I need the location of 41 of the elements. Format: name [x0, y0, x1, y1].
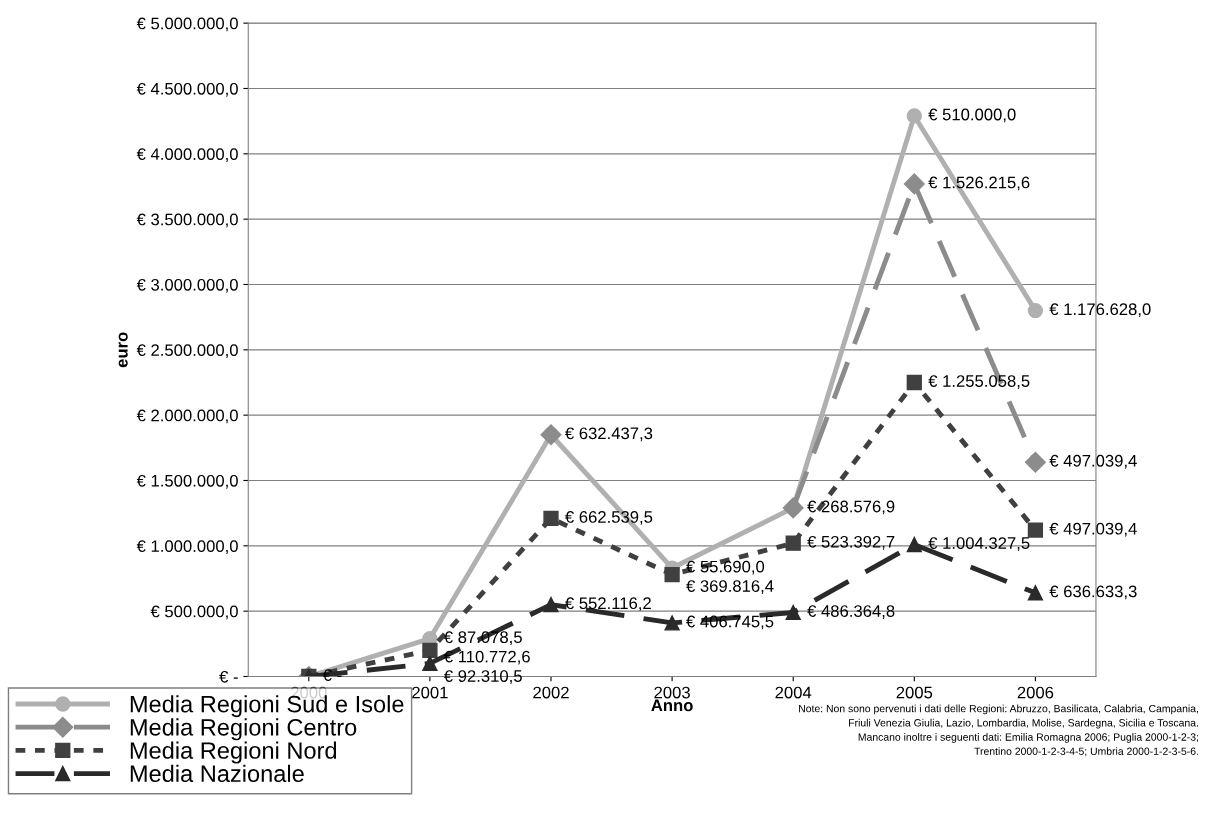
annotation: € 632.437,3: [565, 427, 653, 442]
text: Note: Non sono pervenuti i dati delle Regioni: Abruzzo, Basilicata, Calabria, Campania, Friuli Venezia Giulia, Lazio, Lombardia, Molise, Sardegna, Sicilia e Toscana. Mancano inoltre i seguenti dati: Emilia Romagna 2006; Puglia 2000-1-2-3; Trentino 2000-1-2-3-4-5; Umbria 2000-1-2-3-5-6.: [799, 704, 1198, 757]
x-tick-label: 2001: [412, 686, 448, 699]
annotation: € 268.576,9: [807, 500, 895, 515]
y-tick-label: € 500.000,0: [150, 605, 238, 620]
annotation: € 486.364,8: [807, 605, 895, 619]
annotation: € 369.816,4: [686, 580, 774, 594]
legend-label: Media Regioni Centro: [130, 718, 357, 741]
legend-label: Media Nazionale: [130, 764, 304, 783]
y-tick-label: € 1.500.000,0: [136, 474, 238, 489]
legend-label: Media Regioni Nord: [130, 741, 337, 764]
annotation: € 497.039,4: [1049, 522, 1137, 537]
annotation: € 523.392,7: [807, 535, 895, 550]
annotation: € 1.004.327,5: [928, 537, 1030, 551]
y-tick-label: € 2.500.000,0: [136, 344, 238, 358]
x-tick-label: 2004: [775, 686, 812, 699]
annotation: € 552.116,2: [565, 597, 651, 612]
annotation: € 110.772,6: [443, 650, 530, 665]
annotation: € 510.000,0: [928, 108, 1016, 123]
y-tick-label: € 1.000.000,0: [136, 540, 238, 554]
annotation: € 406.745,5: [686, 615, 774, 630]
y-axis-title: euro: [118, 332, 128, 368]
y-tick-label: € 4.000.000,0: [136, 148, 238, 162]
y-tick-label: € 3.500.000,0: [136, 213, 238, 228]
annotation: € 1.176.628,0: [1049, 303, 1151, 318]
annotation: € 1.255.058,5: [928, 375, 1030, 389]
x-tick-label: 2002: [533, 686, 569, 699]
y-tick-label: € 2.000.000,0: [136, 409, 238, 424]
annotation: € 636.633,3: [1049, 585, 1137, 600]
x-tick-label: 2006: [1017, 686, 1054, 699]
y-tick-label: € -: [219, 670, 238, 683]
annotation: € 662.539,5: [565, 511, 653, 525]
y-tick-label: € 4.500.000,0: [136, 82, 238, 97]
y-tick-label: € 3.000.000,0: [136, 278, 238, 293]
x-axis-title: Anno: [651, 699, 693, 712]
x-tick-label: 2003: [654, 686, 690, 699]
annotation: € 92.310,5: [443, 670, 522, 684]
annotation: € 1.526.215,6: [928, 176, 1030, 191]
annotation: € 497.039,4: [1049, 454, 1137, 469]
x-tick-label: 2005: [896, 686, 933, 699]
y-tick-label: € 5.000.000,0: [136, 17, 238, 32]
